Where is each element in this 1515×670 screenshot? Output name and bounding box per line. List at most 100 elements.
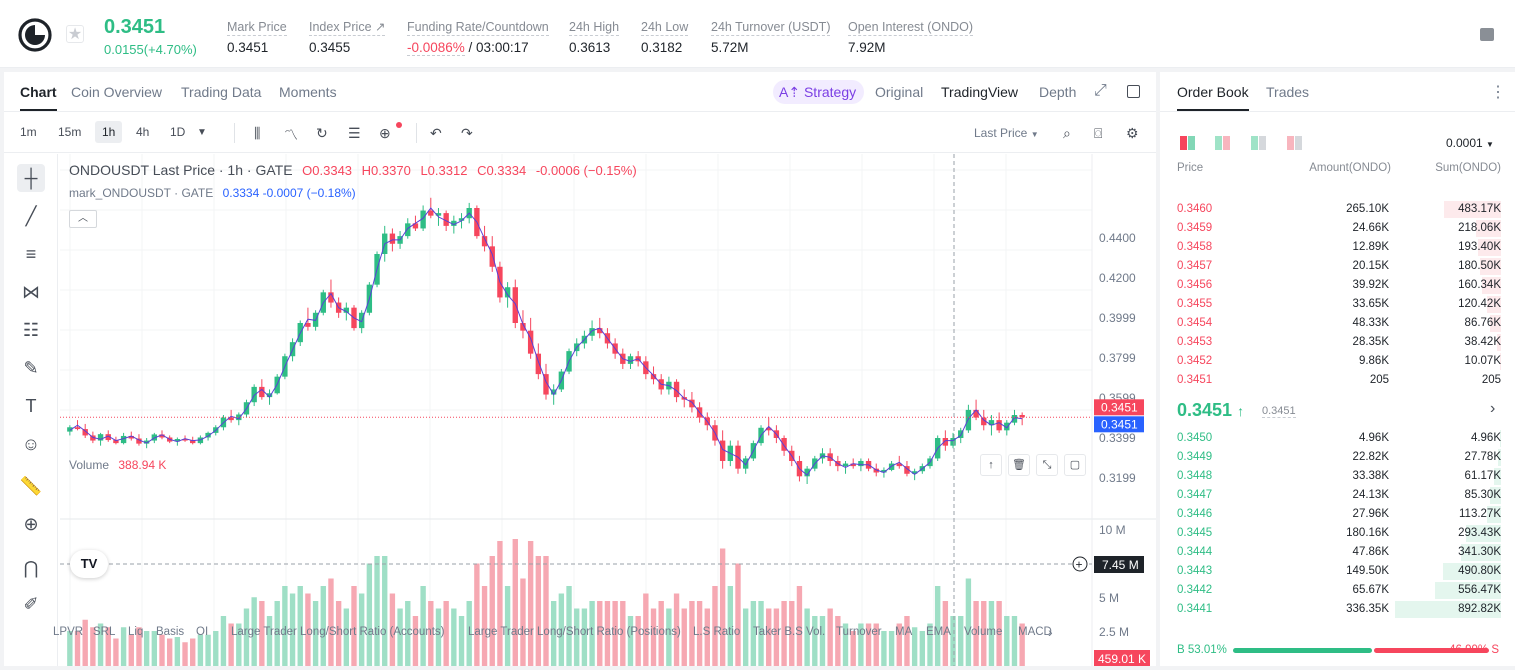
interval-1m[interactable]: 1m <box>20 125 37 139</box>
gear-icon[interactable]: ⚙ <box>1126 125 1139 141</box>
add-indicator-icon[interactable]: ⊕ <box>379 125 391 141</box>
bid-row[interactable]: 0.3447 24.13K 85.30K <box>1160 486 1515 505</box>
collapse-legend-button[interactable]: ︿ <box>69 210 97 228</box>
indicator-9[interactable]: Turnover <box>836 626 882 638</box>
magnet-icon[interactable]: ⋂ <box>23 558 39 578</box>
candlestick-chart[interactable]: 0.44000.42000.39990.37990.35990.33990.31… <box>4 154 1156 666</box>
view-tradingview[interactable]: TradingView <box>941 84 1019 100</box>
bid-row[interactable]: 0.3442 65.67K 556.47K <box>1160 581 1515 600</box>
tab-chart[interactable]: Chart <box>20 84 57 111</box>
ask-row[interactable]: 0.3451 205 205 <box>1160 371 1515 390</box>
pencil-lock-icon[interactable]: ✐ <box>23 594 39 614</box>
tradingview-logo[interactable]: TV <box>70 550 108 578</box>
layout-asks-bids-icon[interactable] <box>1215 136 1231 150</box>
tab-moments[interactable]: Moments <box>279 84 337 100</box>
ask-row[interactable]: 0.3459 24.66K 218.06K <box>1160 219 1515 238</box>
chevron-down-icon[interactable]: ▼ <box>197 127 207 138</box>
indicator-8[interactable]: Taker B.S Vol. <box>753 626 826 638</box>
interval-1d[interactable]: 1D <box>170 125 186 139</box>
indicator-1[interactable]: SRL <box>93 626 116 638</box>
ask-row[interactable]: 0.3456 39.92K 160.34K <box>1160 276 1515 295</box>
bid-row[interactable]: 0.3446 27.96K 113.27K <box>1160 505 1515 524</box>
volume-bar <box>566 586 572 666</box>
stat-funding-rate[interactable]: Funding Rate/Countdown -0.0086% / 03:00:… <box>407 18 549 56</box>
undo-icon[interactable]: ↶ <box>430 125 442 141</box>
move-up-icon[interactable]: ↑ <box>980 454 1002 476</box>
crosshair-icon[interactable]: ┼ <box>17 164 45 192</box>
ask-row[interactable]: 0.3455 33.65K 120.42K <box>1160 295 1515 314</box>
chevron-right-icon[interactable]: › <box>1048 624 1053 640</box>
stat-mark-price[interactable]: Mark Price 0.3451 <box>227 18 287 55</box>
indicator-4[interactable]: OI <box>196 626 209 638</box>
trash-icon[interactable]: 🗑 <box>1008 454 1030 476</box>
favorite-star-icon[interactable]: ★ <box>66 25 84 43</box>
indicator-2[interactable]: Liq <box>128 626 144 638</box>
emoji-icon[interactable]: ☺ <box>21 434 41 454</box>
view-original[interactable]: Original <box>875 84 924 100</box>
interval-1h[interactable]: 1h <box>95 121 123 143</box>
pattern-icon[interactable]: ⋈ <box>22 282 40 302</box>
strategy-button[interactable]: A⇡ Strategy <box>773 80 865 104</box>
indicator-5[interactable]: Large Trader Long/Short Ratio (Accounts) <box>231 626 445 638</box>
ask-row[interactable]: 0.3453 28.35K 38.42K <box>1160 333 1515 352</box>
indicator-11[interactable]: EMA <box>926 626 951 638</box>
template-icon[interactable]: ☰ <box>348 125 361 141</box>
tab-trades[interactable]: Trades <box>1266 84 1310 100</box>
ask-row[interactable]: 0.3457 20.15K 180.50K <box>1160 257 1515 276</box>
precision-select[interactable]: 0.0001 ▼ <box>1446 136 1494 150</box>
camera-icon[interactable]: ⌼ <box>1094 125 1103 141</box>
indicator-7[interactable]: L.S Ratio <box>693 626 741 638</box>
text-icon[interactable]: T <box>25 396 37 416</box>
guide-book-icon[interactable] <box>1480 28 1494 41</box>
horizontal-lines-icon[interactable]: ≡ <box>25 244 37 264</box>
indicator-12[interactable]: Volume <box>964 626 1003 638</box>
indicator-10[interactable]: MA <box>895 626 913 638</box>
collapse-pane-icon[interactable]: ⤡ <box>1036 454 1058 476</box>
indicator-13[interactable]: MACD <box>1018 626 1052 638</box>
window-icon[interactable] <box>1127 85 1140 98</box>
indicator-6[interactable]: Large Trader Long/Short Ratio (Positions… <box>468 626 681 638</box>
redo-icon[interactable]: ↷ <box>461 125 473 141</box>
search-icon[interactable]: ⌕ <box>1063 125 1071 141</box>
bid-row[interactable]: 0.3443 149.50K 490.80K <box>1160 562 1515 581</box>
bid-row[interactable]: 0.3449 22.82K 27.78K <box>1160 448 1515 467</box>
row-price: 0.3454 <box>1177 317 1213 329</box>
refresh-icon[interactable]: ↻ <box>316 125 328 141</box>
mid-price[interactable]: 0.3451 ↑ <box>1177 400 1244 421</box>
bid-row[interactable]: 0.3448 33.38K 61.17K <box>1160 467 1515 486</box>
bid-row[interactable]: 0.3445 180.16K 293.43K <box>1160 524 1515 543</box>
interval-15m[interactable]: 15m <box>58 125 82 139</box>
candles-icon[interactable]: ⫼ <box>254 125 261 141</box>
price-source-select[interactable]: Last Price ▼ <box>974 126 1039 140</box>
layout-asks-icon[interactable] <box>1287 136 1303 150</box>
trend-line-icon[interactable]: ╱ <box>25 206 37 226</box>
fullscreen-icon[interactable]: ⤢ <box>1094 82 1107 99</box>
maximize-pane-icon[interactable]: ▢ <box>1064 454 1086 476</box>
add-alert-plus: + <box>1076 558 1083 572</box>
ruler-icon[interactable]: 📏 <box>19 476 43 496</box>
view-depth[interactable]: Depth <box>1039 84 1077 100</box>
gate-logo-icon[interactable] <box>18 18 52 52</box>
more-menu-icon[interactable]: ⋮ <box>1490 84 1506 101</box>
tab-order-book[interactable]: Order Book <box>1177 84 1249 111</box>
zoom-in-icon[interactable]: ⊕ <box>23 514 39 534</box>
indicator-0[interactable]: LPVR <box>53 626 84 638</box>
ask-row[interactable]: 0.3460 265.10K 483.17K <box>1160 200 1515 219</box>
chevron-right-icon[interactable]: › <box>1490 400 1496 417</box>
ask-row[interactable]: 0.3454 48.33K 86.76K <box>1160 314 1515 333</box>
ask-row[interactable]: 0.3452 9.86K 10.07K <box>1160 352 1515 371</box>
tab-coin-overview[interactable]: Coin Overview <box>71 84 163 100</box>
fib-icon[interactable]: ☷ <box>22 320 40 340</box>
indicators-icon[interactable]: 〽 <box>284 127 298 143</box>
stat-index-price[interactable]: Index Price ↗ 0.3455 <box>309 18 386 55</box>
indicator-3[interactable]: Basis <box>156 626 185 638</box>
layout-bids-icon[interactable] <box>1251 136 1267 150</box>
bid-row[interactable]: 0.3441 336.35K 892.82K <box>1160 600 1515 619</box>
bid-row[interactable]: 0.3444 47.86K 341.30K <box>1160 543 1515 562</box>
tab-trading-data[interactable]: Trading Data <box>181 84 262 100</box>
bid-row[interactable]: 0.3450 4.96K 4.96K <box>1160 429 1515 448</box>
brush-icon[interactable]: ✎ <box>23 358 39 378</box>
layout-both-icon[interactable] <box>1180 136 1196 150</box>
interval-4h[interactable]: 4h <box>136 125 150 139</box>
ask-row[interactable]: 0.3458 12.89K 193.40K <box>1160 238 1515 257</box>
